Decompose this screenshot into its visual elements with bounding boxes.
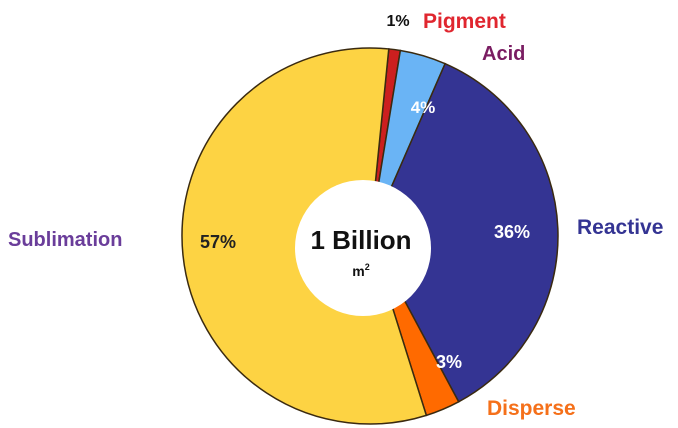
slice-name-label: Reactive	[577, 216, 663, 239]
center-unit-base: m	[352, 263, 364, 279]
slice-name-label: Acid	[482, 43, 525, 65]
slice-value-label: 36%	[494, 222, 530, 242]
slice-value-label: 1%	[386, 13, 409, 30]
slice-name-label: Disperse	[487, 397, 576, 420]
center-unit: m2	[352, 262, 369, 279]
slice-name-label: Sublimation	[8, 229, 122, 251]
center-unit-sup: 2	[365, 262, 370, 272]
slice-value-label: 57%	[200, 232, 236, 252]
center-hole	[295, 180, 431, 316]
pie-slice-reactive	[369, 62, 559, 403]
slice-value-label: 3%	[436, 352, 462, 372]
slice-value-label: 4%	[411, 98, 436, 117]
slice-name-label: Pigment	[423, 10, 506, 33]
center-label: 1 Billion	[310, 225, 411, 255]
